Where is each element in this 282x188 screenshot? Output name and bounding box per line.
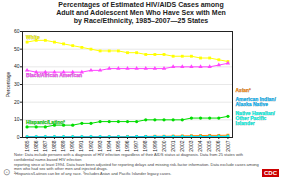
svg-text:White: White [26, 34, 40, 40]
html-text:CDC: CDC [264, 170, 277, 176]
svg-text:1991: 1991 [78, 140, 84, 151]
svg-text:1988: 1988 [51, 140, 57, 151]
svg-text:1998: 1998 [142, 140, 148, 151]
svg-text:30: 30 [14, 81, 20, 87]
svg-text:60: 60 [14, 28, 20, 34]
svg-text:2004: 2004 [197, 140, 203, 151]
svg-text:10: 10 [14, 116, 20, 122]
svg-text:2005: 2005 [206, 140, 212, 151]
svg-text:2002: 2002 [179, 140, 185, 151]
svg-text:1993: 1993 [97, 140, 103, 151]
svg-text:1997: 1997 [133, 140, 139, 151]
svg-text:2000: 2000 [161, 140, 167, 151]
svg-text:2006: 2006 [215, 140, 221, 151]
html-text:Percentages of Estimated HIV/A: Percentages of Estimated HIV/AIDS Cases … [56, 1, 226, 24]
svg-text:1992: 1992 [88, 140, 94, 151]
svg-text:1996: 1996 [124, 140, 130, 151]
svg-text:1987: 1987 [42, 140, 48, 151]
svg-text:1994: 1994 [106, 140, 112, 151]
svg-text:1990: 1990 [69, 140, 75, 151]
svg-text:50: 50 [14, 46, 20, 52]
svg-text:2003: 2003 [188, 140, 194, 151]
svg-text:20: 20 [14, 99, 20, 105]
svg-text:2007: 2007 [225, 140, 231, 151]
svg-text:Native Hawaiian/Other PacificI: Native Hawaiian/Other PacificIslander [236, 110, 276, 126]
svg-text:1999: 1999 [151, 140, 157, 151]
svg-text:40: 40 [14, 63, 20, 69]
svg-text:1985: 1985 [24, 140, 30, 151]
svg-text:Asian³: Asian³ [236, 87, 252, 93]
html-text:Note: Data include persons wit: Note: Data include persons with a diagno… [14, 152, 259, 177]
svg-text:Percentage: Percentage [5, 71, 11, 97]
svg-text:1989: 1989 [60, 140, 66, 151]
svg-text:American Indian/Alaska Native: American Indian/Alaska Native [236, 96, 277, 107]
svg-text:Hispanic/Latino²: Hispanic/Latino² [26, 119, 65, 125]
svg-text:1995: 1995 [115, 140, 121, 151]
svg-text:0: 0 [17, 134, 20, 140]
svg-text:2001: 2001 [170, 140, 176, 151]
svg-text:1986: 1986 [33, 140, 39, 151]
svg-text:Black/African American: Black/African American [26, 72, 82, 78]
